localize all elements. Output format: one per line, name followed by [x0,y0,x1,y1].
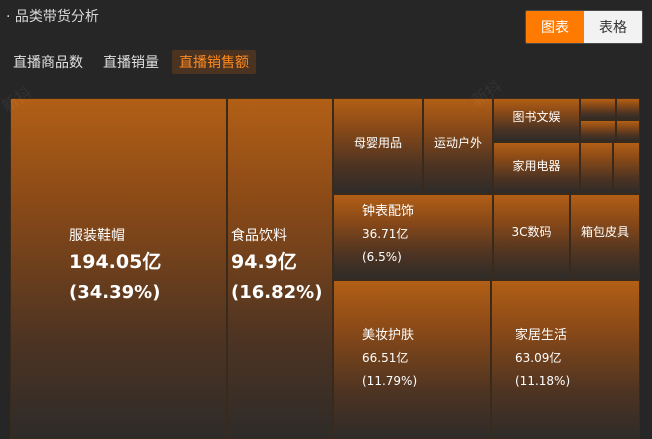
tile-label: 服装鞋帽 [69,228,125,244]
view-toggle: 图表 表格 [525,10,643,44]
chart-view-button[interactable]: 图表 [526,11,584,43]
treemap-tile[interactable]: 3C数码 [493,194,570,280]
page-title: · 品类带货分析 [6,9,99,25]
tab-sales-volume[interactable]: 直播销量 [103,55,159,71]
treemap-tile[interactable]: 美妆护肤 66.51亿 (11.79%) [333,280,491,439]
tile-label: 箱包皮具 [580,225,629,239]
treemap-tile[interactable] [580,98,616,120]
tile-value: 94.9亿 [231,251,297,273]
tile-value: 66.51亿 [362,351,409,365]
tile-label: 家居生活 [515,328,568,343]
tile-percent: (6.5%) [362,250,402,264]
tile-value: 36.71亿 [362,227,409,241]
treemap-tile[interactable]: 家用电器 [493,142,580,194]
treemap-tile[interactable]: 母婴用品 [333,98,423,194]
treemap-tile[interactable]: 运动户外 [423,98,493,194]
treemap-tile[interactable]: 家居生活 63.09亿 (11.18%) [491,280,640,439]
treemap-tile[interactable] [580,120,616,142]
tile-value: 194.05亿 [69,251,162,273]
table-view-button[interactable]: 表格 [584,11,642,43]
metric-tabs: 直播商品数 直播销量 直播销售额 [6,50,256,74]
treemap-tile[interactable] [616,120,640,142]
tile-value: 63.09亿 [515,351,562,365]
tile-percent: (11.18%) [515,374,571,388]
tile-label: 运动户外 [433,136,482,150]
treemap-tile[interactable] [580,142,613,194]
treemap-tile[interactable]: 钟表配饰 36.71亿 (6.5%) [333,194,493,280]
tab-sales-amount[interactable]: 直播销售额 [172,50,256,74]
treemap-tile[interactable]: 图书文娱 [493,98,580,142]
treemap-tile[interactable]: 食品饮料 94.9亿 (16.82%) [227,98,333,439]
treemap-tile[interactable] [616,98,640,120]
tile-label: 美妆护肤 [362,328,415,343]
treemap-tile[interactable]: 箱包皮具 [570,194,640,280]
tile-label: 家用电器 [512,159,561,173]
tile-label: 食品饮料 [231,228,287,244]
treemap-tile[interactable] [613,142,640,194]
tile-label: 图书文娱 [512,110,561,124]
tile-percent: (16.82%) [231,282,323,303]
treemap-tile[interactable]: 服装鞋帽 194.05亿 (34.39%) [10,98,227,439]
tile-percent: (11.79%) [362,374,418,388]
tile-label: 3C数码 [511,225,552,239]
tab-product-count[interactable]: 直播商品数 [13,55,83,71]
category-treemap: 服装鞋帽 194.05亿 (34.39%) 食品饮料 94.9亿 (16.82%) 美妆护肤… [10,98,640,439]
tile-percent: (34.39%) [69,282,161,303]
tile-label: 钟表配饰 [362,204,415,219]
tile-label: 母婴用品 [353,136,402,150]
